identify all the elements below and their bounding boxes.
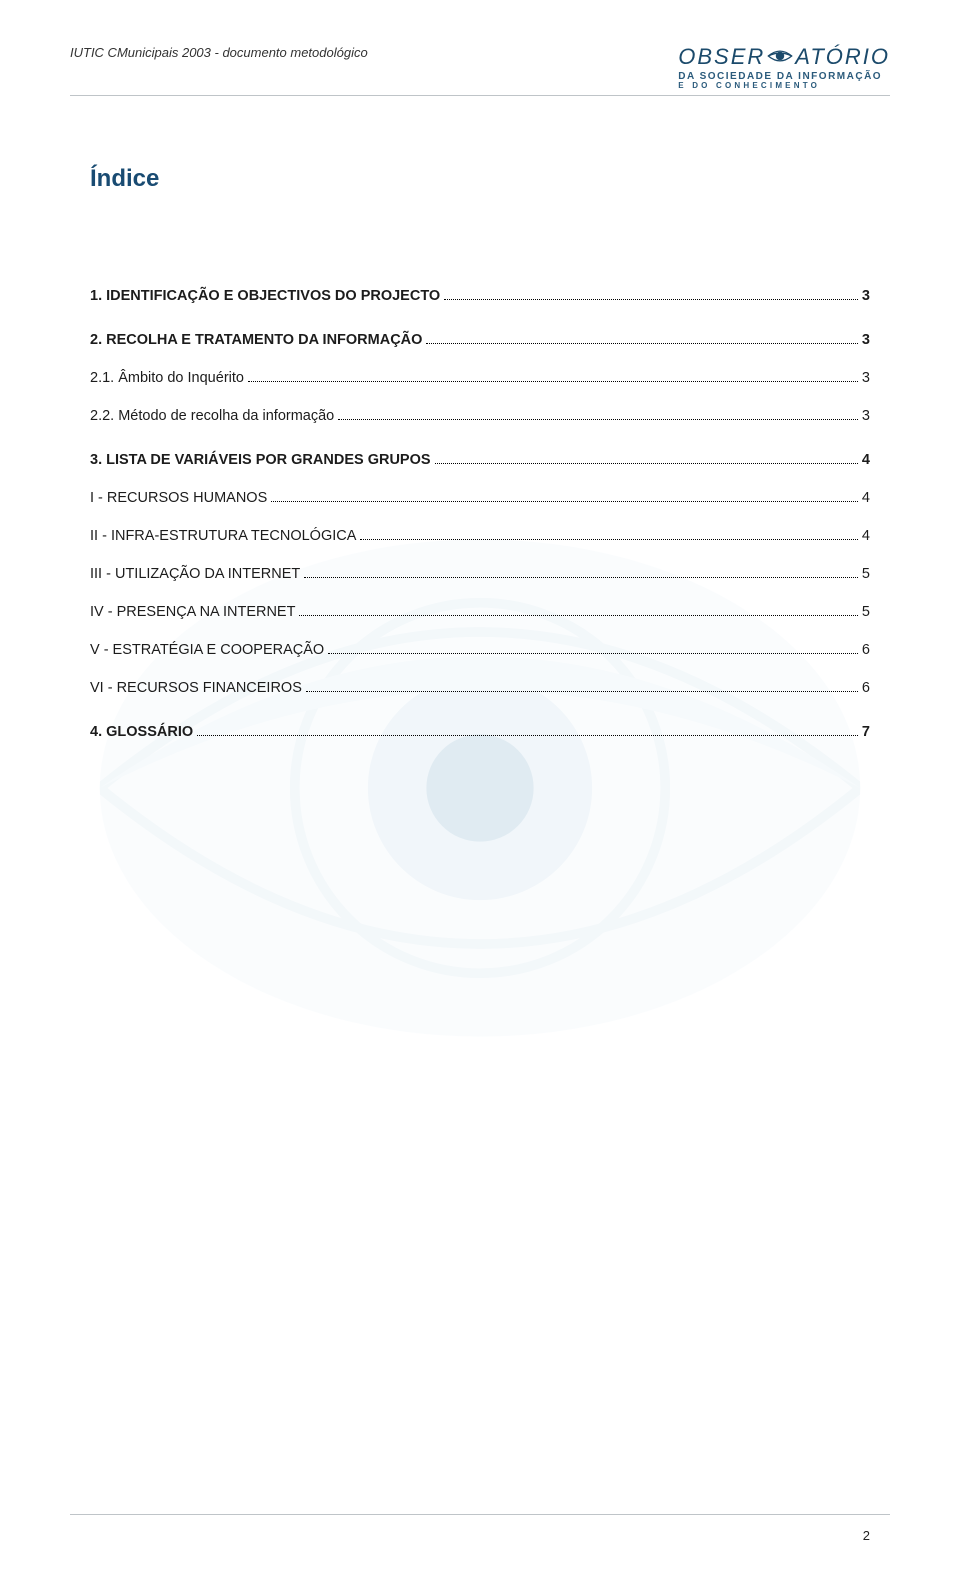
toc-page-number: 5 [862, 566, 870, 582]
toc-leader-dots [248, 381, 858, 382]
toc-leader-dots [328, 653, 858, 654]
toc-page-number: 4 [862, 528, 870, 544]
toc-page-number: 5 [862, 604, 870, 620]
toc-entry: 2. RECOLHA E TRATAMENTO DA INFORMAÇÃO 3 [90, 332, 870, 348]
toc-page-number: 3 [862, 370, 870, 386]
toc-entry: IV - PRESENÇA NA INTERNET 5 [90, 604, 870, 620]
toc-label: 4. GLOSSÁRIO [90, 724, 193, 740]
footer-divider [70, 1514, 890, 1515]
toc-page-number: 6 [862, 642, 870, 658]
toc-entry: II - INFRA-ESTRUTURA TECNOLÓGICA 4 [90, 528, 870, 544]
toc-leader-dots [435, 463, 858, 464]
toc-entry: 1. IDENTIFICAÇÃO E OBJECTIVOS DO PROJECT… [90, 288, 870, 304]
logo-subtitle-2: E DO CONHECIMENTO [678, 82, 890, 90]
logo: OBSER ATÓRIO DA SOCIEDADE DA INFORMAÇÃO … [678, 45, 890, 89]
toc-entry: VI - RECURSOS FINANCEIROS 6 [90, 680, 870, 696]
toc-label: 2. RECOLHA E TRATAMENTO DA INFORMAÇÃO [90, 332, 422, 348]
eye-icon [767, 45, 793, 70]
table-of-contents: 1. IDENTIFICAÇÃO E OBJECTIVOS DO PROJECT… [90, 260, 870, 740]
toc-entry: V - ESTRATÉGIA E COOPERAÇÃO 6 [90, 642, 870, 658]
toc-label: I - RECURSOS HUMANOS [90, 490, 267, 506]
page-header: IUTIC CMunicipais 2003 - documento metod… [70, 45, 890, 89]
toc-page-number: 6 [862, 680, 870, 696]
logo-text-left: OBSER [678, 47, 765, 68]
page-number: 2 [863, 1528, 870, 1543]
toc-leader-dots [444, 299, 858, 300]
toc-entry: 3. LISTA DE VARIÁVEIS POR GRANDES GRUPOS… [90, 452, 870, 468]
toc-leader-dots [304, 577, 858, 578]
toc-label: 2.2. Método de recolha da informação [90, 408, 334, 424]
toc-page-number: 3 [862, 408, 870, 424]
toc-leader-dots [197, 735, 858, 736]
header-doc-title: IUTIC CMunicipais 2003 - documento metod… [70, 45, 368, 60]
toc-leader-dots [299, 615, 857, 616]
toc-entry: 4. GLOSSÁRIO 7 [90, 724, 870, 740]
toc-leader-dots [338, 419, 858, 420]
toc-leader-dots [426, 343, 858, 344]
toc-page-number: 7 [862, 724, 870, 740]
toc-label: III - UTILIZAÇÃO DA INTERNET [90, 566, 300, 582]
toc-label: 2.1. Âmbito do Inquérito [90, 370, 244, 386]
toc-leader-dots [271, 501, 858, 502]
toc-label: 1. IDENTIFICAÇÃO E OBJECTIVOS DO PROJECT… [90, 288, 440, 304]
page-title: Índice [90, 165, 159, 193]
toc-label: II - INFRA-ESTRUTURA TECNOLÓGICA [90, 528, 356, 544]
toc-entry: 2.1. Âmbito do Inquérito 3 [90, 370, 870, 386]
toc-label: V - ESTRATÉGIA E COOPERAÇÃO [90, 642, 324, 658]
toc-leader-dots [360, 539, 858, 540]
toc-entry: I - RECURSOS HUMANOS 4 [90, 490, 870, 506]
toc-label: 3. LISTA DE VARIÁVEIS POR GRANDES GRUPOS [90, 452, 431, 468]
toc-entry: III - UTILIZAÇÃO DA INTERNET 5 [90, 566, 870, 582]
header-divider [70, 95, 890, 96]
toc-page-number: 3 [862, 288, 870, 304]
toc-entry: 2.2. Método de recolha da informação 3 [90, 408, 870, 424]
toc-page-number: 3 [862, 332, 870, 348]
toc-page-number: 4 [862, 452, 870, 468]
toc-page-number: 4 [862, 490, 870, 506]
toc-label: VI - RECURSOS FINANCEIROS [90, 680, 302, 696]
logo-text-right: ATÓRIO [795, 47, 890, 68]
toc-label: IV - PRESENÇA NA INTERNET [90, 604, 295, 620]
toc-leader-dots [306, 691, 858, 692]
